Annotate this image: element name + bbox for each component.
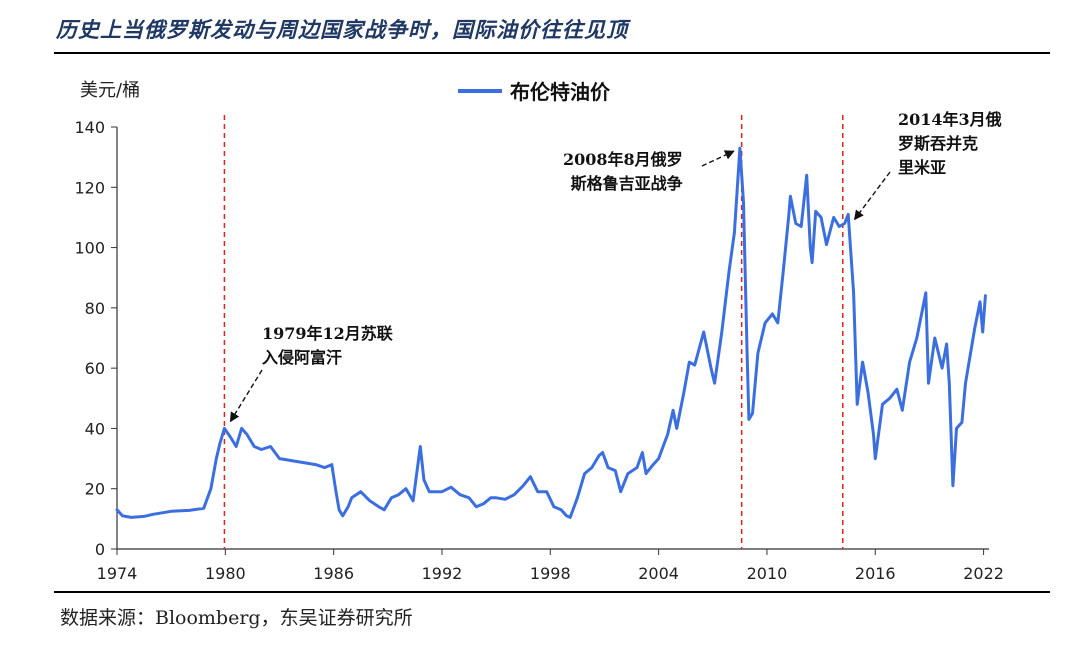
annotation-1979: 1979年12月苏联 入侵阿富汗 <box>262 324 393 367</box>
x-tick-label: 1992 <box>422 564 463 583</box>
series-line-brent <box>115 146 987 519</box>
y-tick-label: 0 <box>95 540 105 559</box>
y-tick-label: 100 <box>74 239 105 258</box>
source-divider <box>54 591 1050 593</box>
data-source: 数据来源：Bloomberg，东吴证券研究所 <box>60 607 413 629</box>
annotation-arrow-2014 <box>853 171 891 221</box>
y-tick-label: 40 <box>85 419 105 438</box>
y-axis-unit-label: 美元/桶 <box>80 80 141 101</box>
y-tick-label: 60 <box>85 359 105 378</box>
y-tick-label: 80 <box>85 299 105 318</box>
x-tick-label: 2016 <box>855 564 896 583</box>
y-tick-label: 120 <box>74 178 105 197</box>
x-tick-label: 2004 <box>638 564 679 583</box>
annotation-2008: 2008年8月俄罗 斯格鲁吉亚战争 <box>563 150 683 193</box>
x-tick-label: 1980 <box>205 564 246 583</box>
chart-legend: 布伦特油价 <box>458 76 610 105</box>
x-tick-label: 2010 <box>747 564 788 583</box>
x-tick-label: 1974 <box>97 564 138 583</box>
page-title: 历史上当俄罗斯发动与周边国家战争时，国际油价往往见顶 <box>56 17 628 42</box>
annotation-arrow-1979 <box>229 369 263 423</box>
y-tick-label: 20 <box>85 480 105 499</box>
title-divider <box>54 52 1050 54</box>
x-tick-label: 1998 <box>530 564 571 583</box>
x-tick-label: 2022 <box>963 564 1004 583</box>
annotation-2014: 2014年3月俄 罗斯吞并克 里米亚 <box>898 110 1002 177</box>
legend-label: 布伦特油价 <box>510 80 610 104</box>
x-tick-label: 1986 <box>313 564 354 583</box>
legend-line-swatch <box>458 88 502 93</box>
y-tick-label: 140 <box>74 118 105 137</box>
annotation-arrow-2008 <box>701 150 735 167</box>
